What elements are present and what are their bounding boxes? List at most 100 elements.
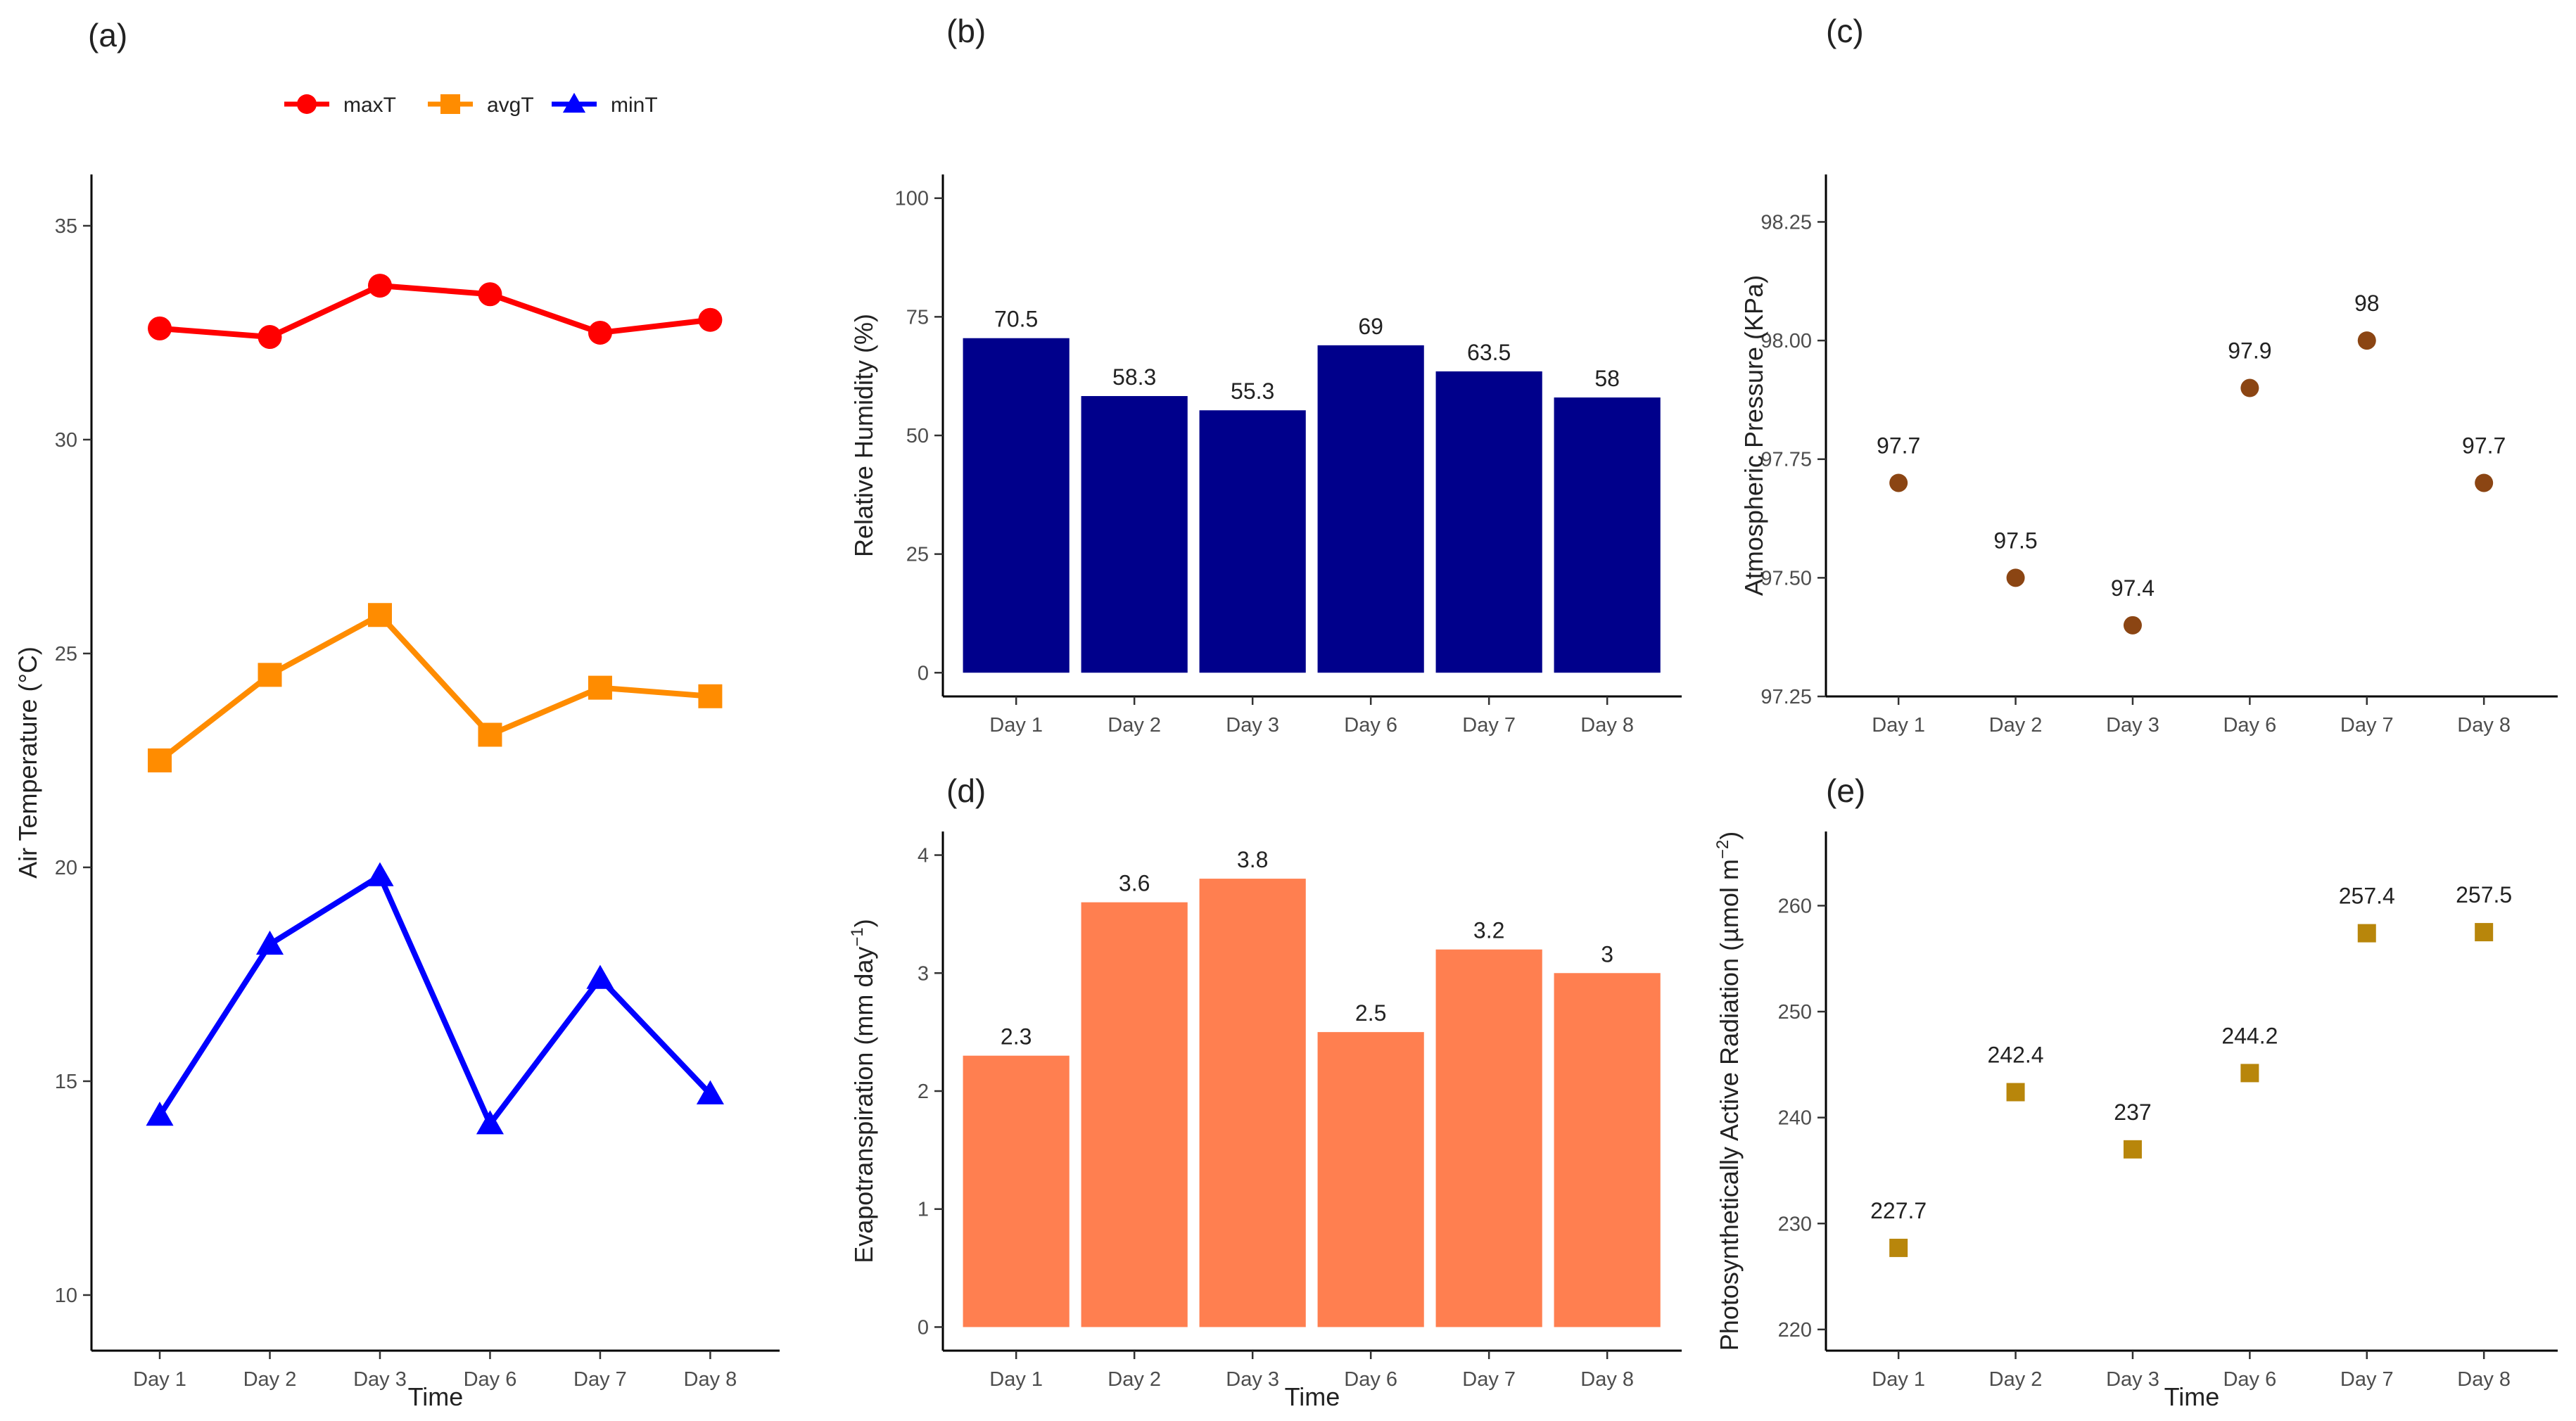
y-axis-title-end: ) — [849, 919, 878, 927]
y-tick-label: 97.50 — [1760, 567, 1812, 590]
x-tick-label: Day 6 — [464, 1368, 517, 1391]
bar-data-label: 58.3 — [1112, 364, 1156, 390]
x-tick-label: Day 2 — [243, 1368, 297, 1391]
y-tick-label: 97.25 — [1760, 686, 1812, 708]
y-axis-title: Atmospheric Pressure (KPa) — [1739, 275, 1768, 596]
y-tick-label: 30 — [55, 429, 77, 452]
bar — [963, 1055, 1070, 1327]
chart-panel-a: (a) 10 15 20 25 30 35 Day 1 Day 2 Day 3 Day 6 Day 7… — [13, 17, 780, 1411]
data-point — [2240, 378, 2259, 397]
y-axis-title-main: Evapotranspiration (mm day — [849, 947, 878, 1263]
y-tick-label: 220 — [1778, 1319, 1812, 1342]
y-tick-label: 98.00 — [1760, 330, 1812, 352]
data-point — [1889, 1238, 1908, 1257]
y-tick-label: 75 — [906, 306, 929, 329]
bar — [1554, 397, 1661, 673]
series-point-avgT — [478, 722, 502, 747]
x-tick-label: Day 6 — [1344, 1368, 1397, 1391]
point-data-label: 97.9 — [2228, 338, 2271, 364]
series-point-minT — [255, 930, 284, 955]
y-axis-title-superscript: −2 — [1713, 840, 1732, 859]
x-tick-label: Day 1 — [1872, 1368, 1925, 1391]
x-tick-label: Day 7 — [573, 1368, 627, 1391]
point-data-label: 242.4 — [1988, 1043, 2044, 1068]
data-point — [2475, 923, 2494, 942]
bar-data-label: 3.6 — [1119, 871, 1150, 896]
data-point — [2123, 616, 2142, 635]
x-tick-label: Day 7 — [1462, 714, 1516, 737]
bar-data-label: 70.5 — [994, 307, 1038, 332]
bar-data-label: 3.8 — [1237, 847, 1268, 872]
y-tick-label: 35 — [55, 215, 77, 238]
x-tick-label: Day 6 — [2223, 1368, 2276, 1391]
point-data-label: 237 — [2114, 1100, 2151, 1125]
data-point — [2240, 1064, 2259, 1083]
point-data-label: 97.7 — [2462, 433, 2506, 458]
bar — [1435, 949, 1542, 1327]
y-tick-label: 3 — [918, 962, 929, 985]
y-axis-title-end: ) — [1715, 831, 1744, 840]
x-tick-label: Day 8 — [2457, 714, 2511, 737]
data-point — [1889, 473, 1908, 492]
point-data-label: 227.7 — [1870, 1198, 1927, 1223]
y-tick-label: 98.25 — [1760, 211, 1812, 234]
bar-data-label: 2.3 — [1001, 1024, 1032, 1050]
series-point-avgT — [148, 748, 172, 772]
x-tick-label: Day 1 — [133, 1368, 186, 1391]
x-axis-title: Time — [2164, 1382, 2220, 1411]
x-tick-label: Day 8 — [2457, 1368, 2511, 1391]
legend: maxT avgT minT — [284, 92, 658, 117]
bar — [1199, 879, 1306, 1327]
series-point-maxT — [698, 307, 723, 332]
series-point-minT — [476, 1110, 505, 1135]
point-data-label: 98 — [2354, 291, 2380, 316]
chart-panel-d: (d) 0 1 2 3 4 Day 1 Day 2 Day 3 Day 6 Day 7 Day 8 Ti… — [848, 772, 1682, 1411]
x-tick-label: Day 8 — [1580, 714, 1634, 737]
x-tick-label: Day 7 — [2340, 1368, 2394, 1391]
x-tick-label: Day 7 — [1462, 1368, 1516, 1391]
legend-entry: minT — [611, 94, 658, 117]
series-point-avgT — [698, 684, 723, 708]
x-tick-label: Day 2 — [1108, 1368, 1161, 1391]
bar — [1317, 345, 1424, 673]
bar-data-label: 55.3 — [1231, 378, 1274, 404]
point-data-label: 257.5 — [2456, 882, 2512, 907]
data-point — [2357, 924, 2376, 943]
y-axis-title: Air Temperature (°C) — [13, 646, 42, 879]
x-tick-label: Day 3 — [353, 1368, 407, 1391]
series-line-maxT — [159, 283, 711, 340]
y-tick-label: 25 — [906, 544, 929, 566]
series-point-maxT — [148, 316, 172, 340]
bar — [1317, 1032, 1424, 1327]
point-data-label: 97.5 — [1993, 528, 2037, 553]
x-tick-label: Day 8 — [684, 1368, 737, 1391]
series-point-minT — [366, 862, 394, 886]
x-tick-label: Day 2 — [1108, 714, 1161, 737]
x-tick-label: Day 8 — [1580, 1368, 1634, 1391]
y-tick-label: 97.75 — [1760, 449, 1812, 471]
y-tick-label: 250 — [1778, 1001, 1812, 1024]
point-data-label: 97.7 — [1877, 433, 1920, 458]
x-tick-label: Day 2 — [1989, 1368, 2043, 1391]
y-axis-title-main: Photosynthetically Active Radiation (µmo… — [1715, 859, 1744, 1351]
y-tick-label: 4 — [918, 845, 929, 867]
bar-data-label: 2.5 — [1355, 1000, 1386, 1026]
series-line-minT — [157, 873, 713, 1127]
bar — [963, 338, 1070, 673]
series-line-avgT — [158, 612, 711, 763]
series-point-maxT — [478, 282, 502, 307]
series-point-minT — [696, 1080, 724, 1104]
y-tick-label: 15 — [55, 1071, 77, 1093]
data-point — [2475, 473, 2494, 492]
y-tick-label: 2 — [918, 1081, 929, 1103]
series-point-maxT — [367, 274, 392, 298]
y-axis-title-main: Air Temperature (°C) — [13, 646, 42, 879]
bar — [1554, 973, 1661, 1327]
chart-panel-e: (e) 220 230 240 250 260 Day 1 Day 2 Day 3 Day 6 Da… — [1713, 772, 2558, 1411]
point-data-label: 257.4 — [2339, 884, 2395, 909]
data-point — [2006, 568, 2025, 587]
y-tick-label: 0 — [918, 662, 929, 684]
y-axis-title-main: Relative Humidity (%) — [849, 314, 878, 557]
legend-entry: maxT — [343, 94, 396, 117]
